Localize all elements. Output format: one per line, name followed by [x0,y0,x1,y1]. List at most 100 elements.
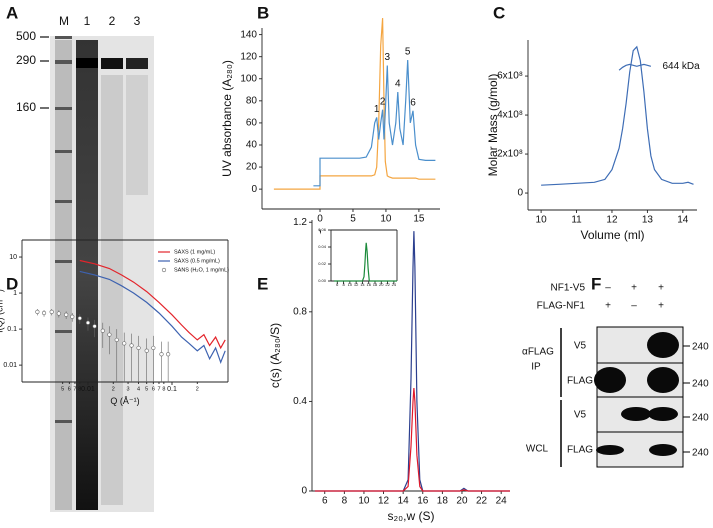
y-tick-label: 1 [13,290,17,297]
row-label: FLAG [567,376,593,387]
y-tick-label: 0.01 [3,362,17,369]
y-axis-label: I(Q) (cm⁻¹) [0,289,4,333]
x-tick-label: 13 [642,215,654,226]
y-tick-label: 0.4 [293,396,307,407]
data-point [114,337,119,343]
x-tick-label: 0 [317,214,323,225]
x-tick-label: 4 [137,386,140,392]
y-tick-label: 6x10⁸ [497,71,523,82]
marker-label: 160 [16,100,36,114]
data-point [77,316,82,321]
row-label: FLAG [567,445,593,456]
sign: – [631,301,637,312]
data-point [129,343,134,348]
legend-label: SAXS (0.5 mg/mL) [174,258,220,264]
x-tick-label: 24 [496,496,508,507]
annotation: 3 [384,52,390,63]
data-point [122,341,127,346]
data-line [273,18,436,190]
data-point [92,324,97,329]
sign: + [631,283,637,294]
data-point [35,309,40,315]
y-tick-label: 0.06 [318,227,327,232]
lane-smear [76,40,98,510]
row-label: V5 [574,341,587,352]
y-tick-label: 100 [240,73,257,84]
y-tick-label: 2x10⁸ [497,149,523,160]
x-axis-label: s₂₀,w (S) [388,509,435,523]
annotation: 1 [374,104,380,115]
band [101,58,123,69]
y-tick-label: 140 [240,29,257,40]
x-tick-label: 2 [196,386,199,392]
sign: + [658,283,664,294]
x-tick-label: 20 [456,496,468,507]
marker-lane [55,40,72,510]
marker-label: 240 [692,342,709,353]
y-tick-label: 10 [9,254,17,261]
x-tick-label: 16 [366,282,371,287]
marker-label: 290 [16,53,36,67]
x-tick-label: 7 [157,386,160,392]
data-point [107,332,112,337]
lane-label: 2 [109,14,116,28]
x-tick-label: 8 [162,386,165,392]
x-tick-label: 6 [336,282,339,287]
y-tick-label: 0 [251,184,257,195]
marker-label: 240 [692,413,709,424]
marker-dashes [40,36,49,109]
panel-letter: D [6,274,18,293]
data-point [144,348,149,353]
data-point [64,312,69,317]
x-tick-label: 6 [68,386,71,392]
y-tick-label: 0.04 [318,244,327,249]
x-tick-label: 3 [127,386,130,392]
sign: + [605,301,611,312]
inset-background [321,226,400,291]
x-tick-label: 12 [378,496,390,507]
data-point [49,309,54,315]
marker-label: 240 [692,379,709,390]
data-point [56,311,61,316]
y-tick-label: 0.8 [293,306,307,317]
band [126,58,148,69]
data-point [166,352,171,357]
y-tick-label: 80 [246,95,258,106]
panel-letter: F [591,274,601,293]
x-tick-label: 12 [606,215,618,226]
lane-label: 1 [84,14,91,28]
data-line [314,231,510,492]
blot-bands [594,332,679,456]
data-point [151,345,156,351]
x-tick-label: 14 [677,215,689,226]
marker-label: 500 [16,29,36,43]
x-tick-label: 6 [322,496,328,507]
lane-faint [126,75,148,195]
x-tick-label: 15 [413,214,425,225]
data-line [618,63,652,71]
y-tick-label: 120 [240,51,257,62]
data-line [334,242,397,282]
y-tick-label: 0.00 [318,278,327,283]
x-tick-label: 8 [342,282,345,287]
x-tick-label: 8 [78,386,81,392]
data-line [541,45,694,186]
marker-label: 240 [692,448,709,459]
x-tick-label: 24 [392,282,397,287]
x-tick-label: 0.1 [167,386,177,393]
lane-faint [101,75,123,505]
y-tick-label: 20 [246,162,258,173]
group-label: IP [531,362,541,373]
x-tick-label: 5 [61,386,64,392]
data-point [136,345,141,351]
group-label: WCL [526,444,549,455]
condition-label: FLAG-NF1 [537,301,586,312]
annotation: 5 [405,47,411,58]
y-tick-label: 0 [301,486,307,497]
legend-label: SAXS (1 mg/mL) [174,249,215,255]
annotation: 6 [410,97,416,108]
x-tick-label: 6 [152,386,155,392]
x-tick-label: 11 [571,215,582,226]
x-axis-label: Volume (ml) [580,228,644,242]
